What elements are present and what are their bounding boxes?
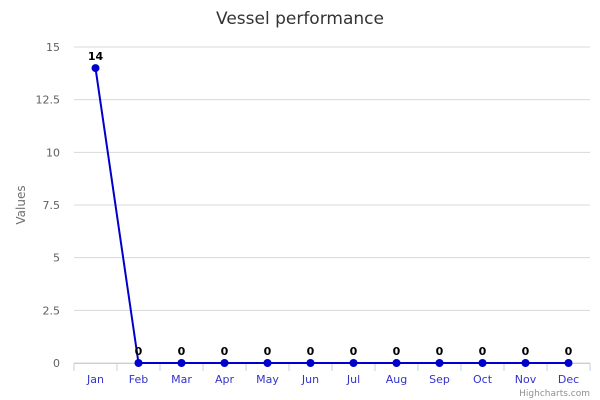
y-tick-label: 7.5: [43, 199, 61, 212]
y-tick-label: 10: [46, 146, 60, 159]
x-tick-label: Sep: [429, 373, 450, 386]
data-point[interactable]: [220, 359, 229, 367]
y-tick-label: 15: [46, 41, 60, 54]
data-label: 0: [264, 345, 272, 358]
x-tick-label: Nov: [515, 373, 537, 386]
x-tick-label: Dec: [558, 373, 579, 386]
data-label: 0: [178, 345, 186, 358]
data-label: 0: [135, 345, 143, 358]
data-point[interactable]: [392, 359, 401, 367]
series-layer: [91, 64, 573, 367]
data-label: 0: [436, 345, 444, 358]
x-tick-label: May: [256, 373, 279, 386]
data-labels: 14 0 0 0 0 0 0 0 0 0 0 0: [88, 50, 573, 358]
x-tick-label: Jul: [346, 373, 360, 386]
y-axis-title: Values: [14, 185, 28, 224]
data-label: 0: [307, 345, 315, 358]
y-tick-label: 5: [53, 252, 60, 265]
credits-link[interactable]: Highcharts.com: [519, 389, 590, 399]
chart-title: Vessel performance: [216, 9, 384, 29]
data-point[interactable]: [478, 359, 487, 367]
y-tick-label: 2.5: [43, 304, 61, 317]
x-tick-label: Jun: [301, 373, 319, 386]
data-point[interactable]: [564, 359, 573, 367]
y-tick-label: 12.5: [36, 94, 61, 107]
data-point[interactable]: [435, 359, 444, 367]
data-point[interactable]: [134, 359, 143, 367]
gridlines: [74, 46, 590, 364]
y-tick-label: 0: [53, 357, 60, 370]
x-tick-label: Jan: [86, 373, 104, 386]
data-point[interactable]: [349, 359, 358, 367]
data-label: 0: [565, 345, 573, 358]
data-point[interactable]: [521, 359, 530, 367]
x-axis: Jan Feb Mar Apr May Jun Jul Aug Sep Oct Nov Dec: [73, 363, 591, 386]
x-tick-label: Oct: [473, 373, 493, 386]
x-tick-label: Aug: [386, 373, 407, 386]
y-axis-ticks: 0 2.5 5 7.5 10 12.5 15: [36, 41, 61, 370]
x-tick-label: Mar: [171, 373, 192, 386]
data-point[interactable]: [177, 359, 186, 367]
data-label: 0: [350, 345, 358, 358]
data-point[interactable]: [263, 359, 272, 367]
data-label: 0: [479, 345, 487, 358]
x-tick-label: Apr: [215, 373, 235, 386]
data-point[interactable]: [306, 359, 315, 367]
data-point[interactable]: [91, 64, 100, 73]
x-tick-label: Feb: [129, 373, 148, 386]
data-label: 0: [522, 345, 530, 358]
data-label: 0: [221, 345, 229, 358]
data-label: 0: [393, 345, 401, 358]
series-line[interactable]: [94, 67, 569, 364]
data-label: 14: [88, 50, 104, 63]
